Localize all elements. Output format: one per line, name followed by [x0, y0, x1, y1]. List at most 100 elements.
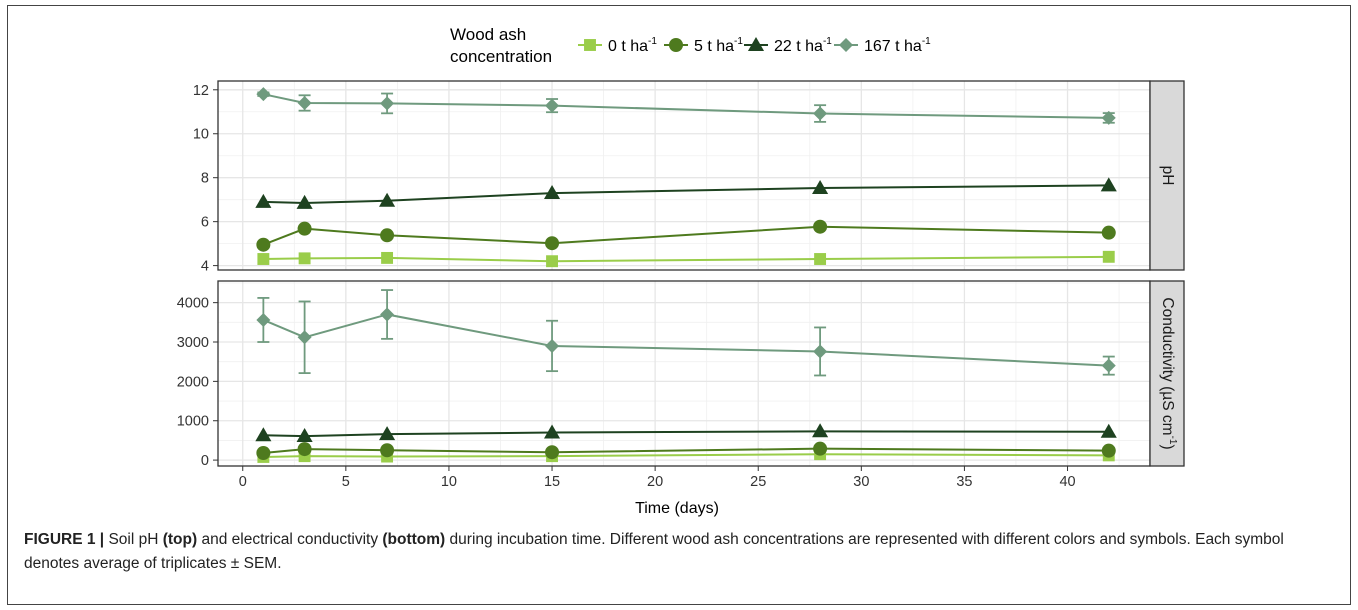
y-tick-label: 6 — [201, 215, 209, 231]
series-line — [263, 453, 1109, 458]
legend-label: 167 t ha-1 — [864, 36, 931, 55]
data-point — [813, 441, 828, 456]
data-point — [545, 338, 560, 353]
x-tick-label: 25 — [750, 474, 766, 490]
data-point — [297, 95, 312, 110]
data-point — [380, 96, 395, 111]
series-line — [263, 225, 1109, 246]
y-tick-label: 3000 — [177, 335, 209, 351]
data-point — [1101, 225, 1116, 240]
series-line — [263, 184, 1109, 204]
legend-label: 5 t ha-1 — [694, 36, 743, 55]
data-point — [1101, 110, 1116, 125]
strip-label: pH — [1159, 166, 1176, 186]
legend: Wood ash concentration 0 t ha-1 5 t ha-1 2… — [450, 25, 931, 66]
figure-frame — [7, 5, 1351, 605]
legend-title-line2: concentration — [450, 47, 552, 66]
series-line — [263, 255, 1109, 263]
data-point — [298, 252, 311, 265]
data-point — [1101, 443, 1116, 458]
caption-text-2: and electrical conductivity — [197, 531, 383, 548]
legend-label-sup: -1 — [823, 36, 832, 47]
data-point — [256, 237, 271, 252]
series-0 — [257, 250, 1115, 268]
data-point — [256, 446, 271, 461]
panels: 4 6 8 10 12 pH 0 1000 2000 3000 4000 Conductivity (… — [177, 80, 1185, 469]
data-point — [1100, 423, 1117, 438]
data-point — [381, 251, 394, 264]
y-tick-label: 4000 — [177, 296, 209, 312]
data-point — [297, 221, 312, 236]
data-point — [545, 98, 560, 113]
data-point — [1100, 177, 1117, 192]
panel-strip — [1149, 280, 1185, 467]
legend-label-text: 167 t ha — [864, 38, 922, 55]
legend-label-sup: -1 — [922, 36, 931, 47]
y-tick-label: 10 — [193, 127, 209, 143]
y-tick-label: 12 — [193, 83, 209, 99]
y-tick-label: 4 — [201, 259, 209, 275]
legend-label: 22 t ha-1 — [774, 36, 832, 55]
data-point — [257, 253, 270, 265]
legend-label-text: 0 t ha — [608, 38, 648, 55]
legend-entry-1: 5 t ha-1 — [664, 36, 743, 55]
caption-bold-2: (bottom) — [382, 531, 446, 548]
series-line — [262, 313, 1109, 367]
data-point — [1101, 358, 1116, 373]
legend-marker — [747, 36, 765, 51]
x-tick-label: 0 — [239, 474, 247, 490]
data-point — [813, 344, 828, 359]
x-axis: 0 5 10 15 20 25 30 35 40 — [239, 466, 1076, 490]
data-point — [256, 312, 271, 327]
legend-entry-2: 22 t ha-1 — [744, 36, 832, 55]
data-point — [256, 87, 271, 102]
data-point — [296, 428, 313, 443]
legend-label: 0 t ha-1 — [608, 36, 657, 55]
legend-label-sup: -1 — [648, 36, 657, 47]
data-point — [545, 445, 560, 460]
series-3 — [256, 87, 1116, 125]
panel-ph: 4 6 8 10 12 pH — [193, 80, 1185, 275]
caption-label: FIGURE 1 | — [24, 531, 105, 548]
data-point — [545, 236, 560, 251]
x-tick-label: 5 — [342, 474, 350, 490]
legend-marker — [839, 38, 853, 52]
data-point — [255, 193, 272, 208]
series-1 — [256, 441, 1116, 461]
series-line — [263, 93, 1109, 119]
panel-border — [217, 280, 1151, 467]
data-point — [1102, 250, 1115, 263]
x-tick-label: 15 — [544, 474, 560, 490]
chart-svg: Wood ash concentration 0 t ha-1 5 t ha-1 2… — [177, 25, 1185, 517]
legend-entry-0: 0 t ha-1 — [578, 36, 657, 55]
strip-label-text: Conductivity (µS cm — [1159, 297, 1176, 435]
caption-text-3: during incubation time. Different wood a… — [24, 531, 1284, 572]
series-2 — [255, 423, 1117, 443]
strip-label-sup: -1 — [1167, 436, 1178, 445]
series-2 — [255, 177, 1117, 209]
legend-entry-3: 167 t ha-1 — [834, 36, 931, 55]
legend-label-sup: -1 — [734, 36, 743, 47]
data-point — [812, 423, 829, 438]
data-point — [812, 179, 829, 194]
data-point — [543, 185, 561, 200]
data-point — [813, 106, 828, 121]
series-line — [263, 430, 1109, 438]
data-point — [814, 253, 827, 265]
x-tick-label: 35 — [956, 474, 972, 490]
data-point — [380, 228, 395, 243]
x-tick-label: 30 — [853, 474, 869, 490]
data-point — [380, 443, 395, 458]
x-tick-label: 20 — [647, 474, 663, 490]
series-3 — [256, 289, 1116, 377]
caption-bold-1: (top) — [162, 531, 198, 548]
data-point — [255, 427, 272, 442]
series-1 — [256, 219, 1116, 252]
legend-marker — [584, 39, 596, 51]
y-tick-label: 1000 — [177, 414, 209, 430]
strip-label: Conductivity (µS cm-1) — [1159, 297, 1178, 449]
strip-label-text: pH — [1159, 166, 1176, 186]
figure-caption: FIGURE 1 | Soil pH (top) and electrical … — [24, 528, 1334, 576]
data-point — [296, 194, 313, 209]
caption-text-1: Soil pH — [104, 531, 163, 548]
